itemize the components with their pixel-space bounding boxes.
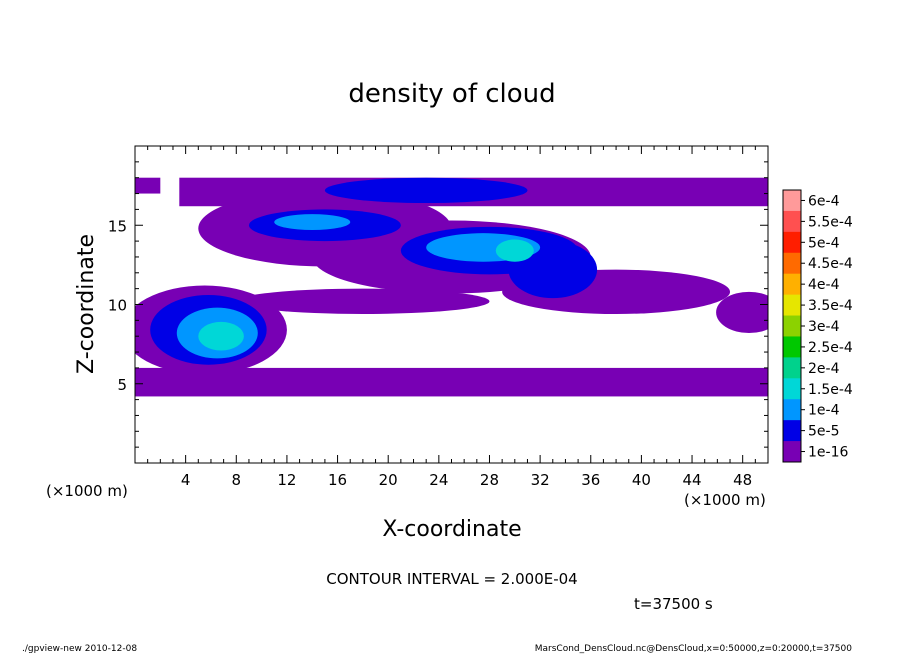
colorbar-label: 5.5e-4 bbox=[808, 214, 853, 230]
x-tick-label: 28 bbox=[480, 471, 499, 489]
colorbar-label: 3e-4 bbox=[808, 319, 840, 335]
x-tick-label: 12 bbox=[277, 471, 296, 489]
x-tick-label: 24 bbox=[429, 471, 448, 489]
colorbar-swatch bbox=[783, 231, 801, 254]
y-axis: 5 10 15 bbox=[108, 161, 768, 448]
colorbar-label: 1.5e-4 bbox=[808, 382, 853, 398]
x-tick-label: 44 bbox=[682, 471, 701, 489]
cloud-right-fragment bbox=[716, 291, 768, 334]
cloud-core bbox=[198, 321, 244, 351]
colorbar-swatch bbox=[783, 252, 801, 275]
colorbar-swatch bbox=[783, 294, 801, 317]
colorbar-label: 5e-5 bbox=[808, 424, 839, 440]
x-tick-label: 40 bbox=[632, 471, 651, 489]
x-axis-unit-right: (×1000 m) bbox=[684, 491, 766, 509]
colorbar-label: 4.5e-4 bbox=[808, 256, 853, 272]
colorbar-swatch bbox=[783, 441, 801, 463]
y-tick-label: 15 bbox=[108, 217, 127, 235]
x-axis-unit-left: (×1000 m) bbox=[46, 482, 128, 500]
x-tick-label: 8 bbox=[232, 471, 242, 489]
colorbar-swatch bbox=[783, 273, 801, 296]
x-tick-label: 16 bbox=[328, 471, 347, 489]
x-tick-label: 32 bbox=[531, 471, 550, 489]
x-tick-label: 48 bbox=[733, 471, 752, 489]
x-tick-label: 36 bbox=[581, 471, 600, 489]
cloud-core bbox=[495, 239, 534, 262]
y-tick-label: 10 bbox=[108, 297, 127, 315]
cloud-core bbox=[324, 177, 528, 204]
x-tick-label: 20 bbox=[379, 471, 398, 489]
colorbar-label: 1e-16 bbox=[808, 445, 848, 461]
cloud-field bbox=[135, 177, 768, 397]
footer-left: ./gpview-new 2010-12-08 bbox=[22, 644, 137, 654]
contour-interval-label: CONTOUR INTERVAL = 2.000E-04 bbox=[326, 570, 577, 588]
cloud-thin-band bbox=[236, 288, 490, 315]
cloud-core bbox=[274, 214, 351, 231]
colorbar-swatch bbox=[783, 357, 801, 379]
x-tick-label: 4 bbox=[181, 471, 191, 489]
cloud-band-lower bbox=[135, 367, 768, 397]
footer-right: MarsCond_DensCloud.nc@DensCloud,x=0:5000… bbox=[535, 644, 852, 654]
colorbar-swatch bbox=[783, 399, 801, 421]
colorbar-label: 5e-4 bbox=[808, 235, 840, 251]
colorbar-label: 1e-4 bbox=[808, 403, 840, 419]
colorbar-swatch bbox=[783, 420, 801, 442]
colorbar-label: 2.5e-4 bbox=[808, 340, 853, 356]
x-axis-title: X-coordinate bbox=[382, 517, 521, 542]
y-tick-label: 5 bbox=[117, 376, 127, 394]
chart-title: density of cloud bbox=[348, 79, 555, 109]
colorbar-swatch bbox=[783, 378, 801, 400]
colorbar-label: 2e-4 bbox=[808, 361, 840, 377]
colorbar-label: 3.5e-4 bbox=[808, 298, 853, 314]
colorbar: 6e-4 5.5e-4 5e-4 4.5e-4 4e-4 3.5e-4 3e-4 2.5e-4… bbox=[782, 189, 853, 463]
y-axis-title: Z-coordinate bbox=[74, 234, 99, 374]
cloud-fragment bbox=[135, 177, 161, 194]
colorbar-swatch bbox=[783, 210, 801, 233]
colorbar-swatch bbox=[783, 315, 801, 337]
colorbar-swatch bbox=[783, 336, 801, 358]
colorbar-swatch bbox=[783, 190, 801, 212]
time-label: t=37500 s bbox=[634, 595, 713, 613]
colorbar-label: 4e-4 bbox=[808, 277, 840, 293]
colorbar-label: 6e-4 bbox=[808, 193, 840, 209]
x-axis: 4 8 12 16 20 24 28 32 36 40 44 48 bbox=[147, 146, 756, 489]
